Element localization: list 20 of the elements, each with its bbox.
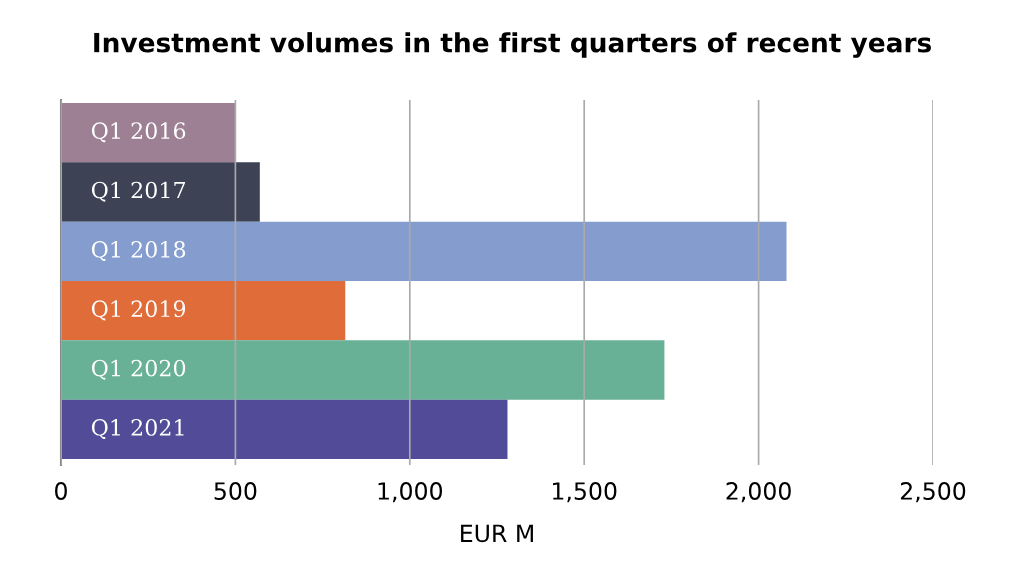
- y-tick-label: Q1 2019: [91, 300, 186, 321]
- y-tick-label: Q1 2016: [91, 122, 186, 143]
- x-tick-label: 1,000: [378, 482, 443, 503]
- y-tick-label: Q1 2021: [91, 419, 184, 440]
- bar: [61, 399, 508, 460]
- x-tick-label: 500: [214, 482, 257, 500]
- bar: [61, 221, 787, 282]
- y-tick-label: Q1 2018: [91, 240, 186, 262]
- bar: [61, 281, 346, 341]
- x-axis-title: EUR M: [461, 524, 533, 543]
- bar: [61, 340, 665, 400]
- chart-title: Investment volumes in the first quarters of recent years: [94, 32, 931, 58]
- bar: [61, 102, 236, 163]
- x-tick-label: 2,500: [900, 482, 966, 503]
- x-tick-label: 1,500: [553, 482, 617, 503]
- y-tick-label: Q1 2017: [91, 181, 186, 202]
- y-tick-label: Q1 2020: [91, 359, 186, 380]
- bar: [61, 162, 260, 222]
- x-tick-label: 2,000: [726, 482, 791, 503]
- x-tick-label: 0: [55, 482, 67, 500]
